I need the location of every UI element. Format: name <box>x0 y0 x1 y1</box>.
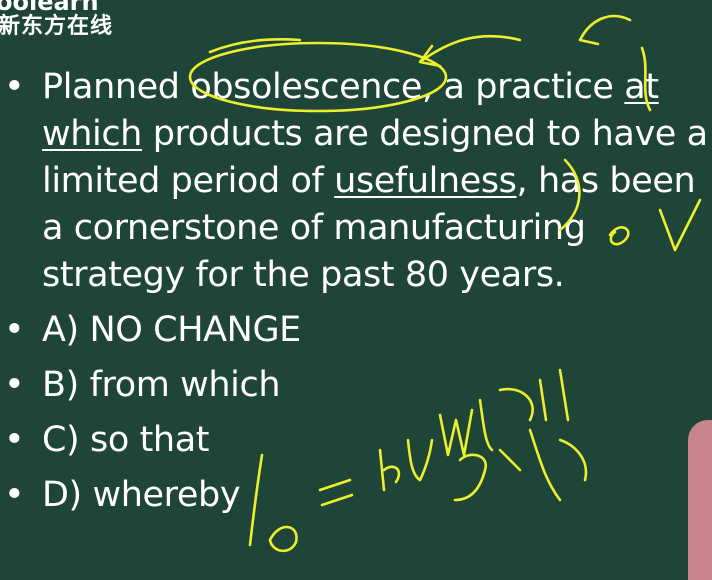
option-a: A) NO CHANGE <box>0 307 712 354</box>
brand-logo: oolearn 新东方在线 <box>0 0 140 46</box>
question-text-middle: products are designed to have a limited … <box>42 114 708 201</box>
question-text-start: Planned obsolescence, a practice <box>42 67 625 107</box>
option-b: B) from which <box>0 362 712 409</box>
logo-chinese: 新东方在线 <box>0 14 114 39</box>
underlined-keyword: usefulness <box>334 161 517 201</box>
slide-bullets: Planned obsolescence, a practice at whic… <box>0 64 712 527</box>
caret-mark <box>578 14 632 46</box>
question-text-end: , has been a cornerstone of manufacturin… <box>42 161 696 295</box>
arrow-to-subject <box>418 34 522 68</box>
presenter-figure <box>688 420 712 580</box>
question-sentence: Planned obsolescence, a practice at whic… <box>0 64 712 299</box>
option-c: C) so that <box>0 417 712 464</box>
logo-english: oolearn <box>0 0 99 16</box>
mark-stroke-1 <box>208 38 302 54</box>
circle-mark-d <box>268 525 298 553</box>
option-d: D) whereby <box>0 472 712 519</box>
